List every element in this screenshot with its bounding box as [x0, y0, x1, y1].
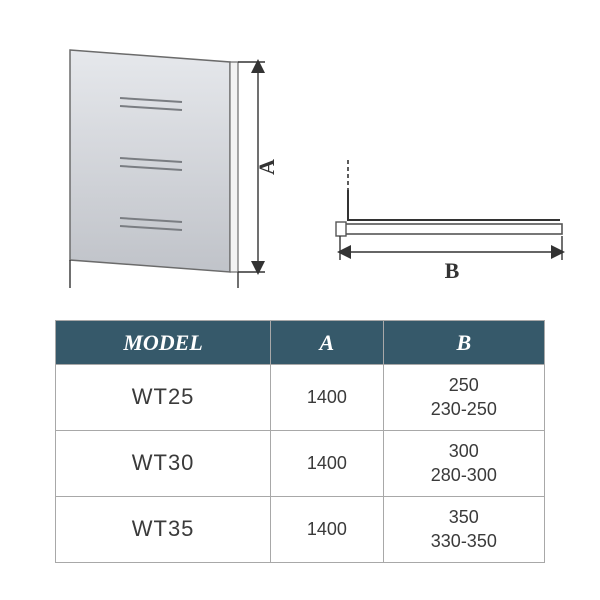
cell-b-bottom: 330-350	[385, 530, 543, 553]
cell-model: WT35	[56, 497, 271, 563]
cell-b: 300 280-300	[383, 431, 544, 497]
cell-a: 1400	[271, 365, 383, 431]
table-row: WT30 1400 300 280-300	[56, 431, 545, 497]
cell-a: 1400	[271, 431, 383, 497]
col-header-model: MODEL	[56, 321, 271, 365]
cell-a: 1400	[271, 497, 383, 563]
panel-topview-diagram: B	[330, 160, 580, 300]
cell-b: 250 230-250	[383, 365, 544, 431]
col-header-b: B	[383, 321, 544, 365]
table-header-row: MODEL A B	[56, 321, 545, 365]
col-header-a: A	[271, 321, 383, 365]
dim-label-b: B	[445, 258, 460, 283]
cell-b-bottom: 280-300	[385, 464, 543, 487]
cell-b-top: 350	[385, 506, 543, 529]
cell-model: WT30	[56, 431, 271, 497]
cell-b: 350 330-350	[383, 497, 544, 563]
cell-b-top: 250	[385, 374, 543, 397]
cell-b-top: 300	[385, 440, 543, 463]
table-body: WT25 1400 250 230-250 WT30 1400 300 280-…	[56, 365, 545, 563]
cell-b-bottom: 230-250	[385, 398, 543, 421]
table-row: WT25 1400 250 230-250	[56, 365, 545, 431]
cell-model: WT25	[56, 365, 271, 431]
dim-label-a: A	[254, 159, 279, 175]
product-spec-sheet: A	[0, 0, 600, 600]
spec-table-wrap: MODEL A B WT25 1400 250 230-250 WT30 140…	[55, 320, 545, 563]
spec-table: MODEL A B WT25 1400 250 230-250 WT30 140…	[55, 320, 545, 563]
diagram-row: A	[0, 40, 600, 300]
table-row: WT35 1400 350 330-350	[56, 497, 545, 563]
panel-perspective-diagram: A	[50, 40, 310, 300]
